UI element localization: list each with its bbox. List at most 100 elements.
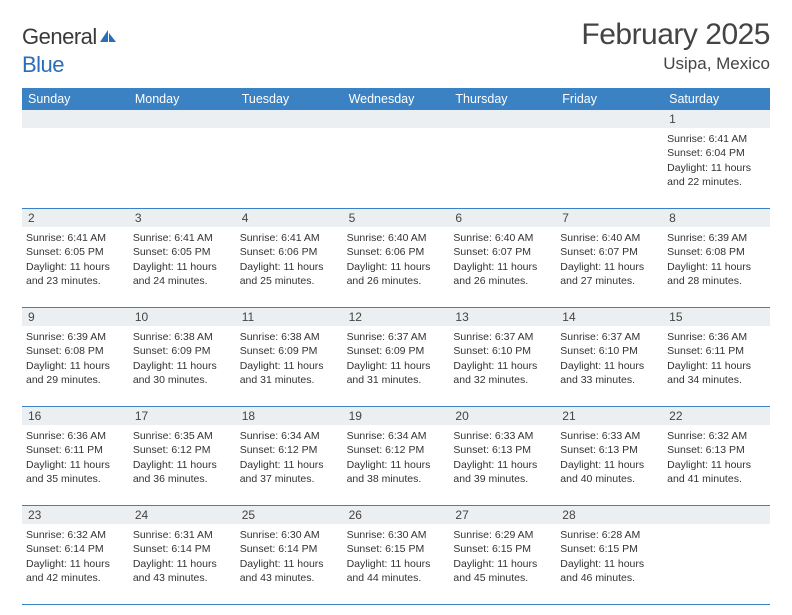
day-info: Sunrise: 6:40 AMSunset: 6:06 PMDaylight:… <box>347 230 446 288</box>
day-info: Sunrise: 6:41 AMSunset: 6:04 PMDaylight:… <box>667 131 766 189</box>
day-number: 15 <box>663 308 770 326</box>
sunrise-line: Sunrise: 6:35 AM <box>133 429 232 443</box>
day-number: 3 <box>129 209 236 227</box>
sunrise-line: Sunrise: 6:41 AM <box>667 132 766 146</box>
daylight-line: Daylight: 11 hours and 37 minutes. <box>240 458 339 486</box>
sunset-line: Sunset: 6:09 PM <box>133 344 232 358</box>
daylight-line: Daylight: 11 hours and 24 minutes. <box>133 260 232 288</box>
weekday-tue: Tuesday <box>236 88 343 110</box>
day-info: Sunrise: 6:34 AMSunset: 6:12 PMDaylight:… <box>347 428 446 486</box>
day-number: 12 <box>343 308 450 326</box>
day-number: 13 <box>449 308 556 326</box>
sunrise-line: Sunrise: 6:30 AM <box>240 528 339 542</box>
header: GeneralBlue February 2025 Usipa, Mexico <box>22 18 770 78</box>
week-row: Sunrise: 6:36 AMSunset: 6:11 PM Daylight:… <box>22 425 770 506</box>
day-cell: Sunrise: 6:30 AMSunset: 6:14 PMDaylight:… <box>236 524 343 604</box>
day-number: 27 <box>449 506 556 524</box>
daylight-line: Daylight: 11 hours and 22 minutes. <box>667 161 766 189</box>
sunset-line: Sunset: 6:12 PM <box>347 443 446 457</box>
title-block: February 2025 Usipa, Mexico <box>581 18 770 74</box>
day-cell <box>129 128 236 208</box>
day-info: Sunrise: 6:41 AMSunset: 6:05 PMDaylight:… <box>26 230 125 288</box>
day-number: 16 <box>22 407 129 425</box>
day-cell: Sunrise: 6:36 AMSunset: 6:11 PMDaylight:… <box>22 425 129 505</box>
sunset-line: Sunset: 6:10 PM <box>453 344 552 358</box>
sunrise-line: Sunrise: 6:36 AM <box>26 429 125 443</box>
daylight-line: Daylight: 11 hours and 26 minutes. <box>347 260 446 288</box>
day-cell <box>343 128 450 208</box>
weekday-wed: Wednesday <box>343 88 450 110</box>
day-number: 6 <box>449 209 556 227</box>
day-number <box>663 506 770 524</box>
daylight-line: Daylight: 11 hours and 46 minutes. <box>560 557 659 585</box>
day-cell: Sunrise: 6:41 AMSunset: 6:05 PMDaylight:… <box>129 227 236 307</box>
daylight-line: Daylight: 11 hours and 31 minutes. <box>347 359 446 387</box>
day-number: 24 <box>129 506 236 524</box>
day-info: Sunrise: 6:30 AMSunset: 6:15 PMDaylight:… <box>347 527 446 585</box>
daynum-row: 1 <box>22 110 770 128</box>
sunset-line: Sunset: 6:11 PM <box>26 443 125 457</box>
daylight-line: Daylight: 11 hours and 26 minutes. <box>453 260 552 288</box>
day-number: 4 <box>236 209 343 227</box>
day-info: Sunrise: 6:40 AMSunset: 6:07 PMDaylight:… <box>453 230 552 288</box>
daylight-line: Daylight: 11 hours and 29 minutes. <box>26 359 125 387</box>
sunset-line: Sunset: 6:12 PM <box>240 443 339 457</box>
day-cell: Sunrise: 6:40 AMSunset: 6:06 PMDaylight:… <box>343 227 450 307</box>
day-number <box>236 110 343 128</box>
sunrise-line: Sunrise: 6:37 AM <box>347 330 446 344</box>
day-cell: Sunrise: 6:34 AMSunset: 6:12 PMDaylight:… <box>236 425 343 505</box>
daylight-line: Daylight: 11 hours and 45 minutes. <box>453 557 552 585</box>
day-cell: Sunrise: 6:34 AMSunset: 6:12 PMDaylight:… <box>343 425 450 505</box>
day-number: 22 <box>663 407 770 425</box>
day-info: Sunrise: 6:29 AMSunset: 6:15 PMDaylight:… <box>453 527 552 585</box>
sunset-line: Sunset: 6:05 PM <box>26 245 125 259</box>
day-info: Sunrise: 6:38 AMSunset: 6:09 PMDaylight:… <box>133 329 232 387</box>
sunrise-line: Sunrise: 6:34 AM <box>347 429 446 443</box>
day-cell: Sunrise: 6:35 AMSunset: 6:12 PMDaylight:… <box>129 425 236 505</box>
day-number: 10 <box>129 308 236 326</box>
sunrise-line: Sunrise: 6:36 AM <box>667 330 766 344</box>
weekday-fri: Friday <box>556 88 663 110</box>
sunset-line: Sunset: 6:08 PM <box>667 245 766 259</box>
day-number: 26 <box>343 506 450 524</box>
sunrise-line: Sunrise: 6:39 AM <box>26 330 125 344</box>
sunset-line: Sunset: 6:07 PM <box>453 245 552 259</box>
day-info: Sunrise: 6:37 AMSunset: 6:10 PMDaylight:… <box>453 329 552 387</box>
day-number: 7 <box>556 209 663 227</box>
sunset-line: Sunset: 6:14 PM <box>240 542 339 556</box>
sunrise-line: Sunrise: 6:33 AM <box>453 429 552 443</box>
sail-icon <box>98 24 118 50</box>
day-info: Sunrise: 6:40 AMSunset: 6:07 PMDaylight:… <box>560 230 659 288</box>
day-cell: Sunrise: 6:38 AMSunset: 6:09 PMDaylight:… <box>129 326 236 406</box>
day-number: 9 <box>22 308 129 326</box>
sunrise-line: Sunrise: 6:40 AM <box>453 231 552 245</box>
day-info: Sunrise: 6:37 AMSunset: 6:10 PMDaylight:… <box>560 329 659 387</box>
week-row: Sunrise: 6:41 AMSunset: 6:04 PMDaylight:… <box>22 128 770 209</box>
day-number <box>129 110 236 128</box>
daynum-row: 9101112131415 <box>22 308 770 326</box>
sunset-line: Sunset: 6:13 PM <box>667 443 766 457</box>
daylight-line: Daylight: 11 hours and 43 minutes. <box>133 557 232 585</box>
sunset-line: Sunset: 6:05 PM <box>133 245 232 259</box>
day-info: Sunrise: 6:28 AMSunset: 6:15 PMDaylight:… <box>560 527 659 585</box>
sunrise-line: Sunrise: 6:40 AM <box>560 231 659 245</box>
day-info: Sunrise: 6:30 AMSunset: 6:14 PMDaylight:… <box>240 527 339 585</box>
daylight-line: Daylight: 11 hours and 30 minutes. <box>133 359 232 387</box>
sunrise-line: Sunrise: 6:38 AM <box>240 330 339 344</box>
calendar-grid: Sunday Monday Tuesday Wednesday Thursday… <box>22 88 770 605</box>
sunrise-line: Sunrise: 6:37 AM <box>560 330 659 344</box>
calendar-page: GeneralBlue February 2025 Usipa, Mexico … <box>0 0 792 615</box>
day-number <box>22 110 129 128</box>
day-cell: Sunrise: 6:39 AMSunset: 6:08 PMDaylight:… <box>663 227 770 307</box>
day-cell: Sunrise: 6:37 AMSunset: 6:09 PMDaylight:… <box>343 326 450 406</box>
week-row: Sunrise: 6:32 AMSunset: 6:14 PMDaylight:… <box>22 524 770 605</box>
day-cell: Sunrise: 6:33 AMSunset: 6:13 PMDaylight:… <box>556 425 663 505</box>
daylight-line: Daylight: 11 hours and 43 minutes. <box>240 557 339 585</box>
daylight-line: Daylight: 11 hours and 41 minutes. <box>667 458 766 486</box>
sunset-line: Sunset: 6:15 PM <box>560 542 659 556</box>
day-cell: Sunrise: 6:37 AMSunset: 6:10 PMDaylight:… <box>449 326 556 406</box>
day-info: Sunrise: 6:36 AMSunset: 6:11 PMDaylight:… <box>26 428 125 486</box>
sunrise-line: Sunrise: 6:32 AM <box>667 429 766 443</box>
sunset-line: Sunset: 6:10 PM <box>560 344 659 358</box>
daylight-line: Daylight: 11 hours and 39 minutes. <box>453 458 552 486</box>
